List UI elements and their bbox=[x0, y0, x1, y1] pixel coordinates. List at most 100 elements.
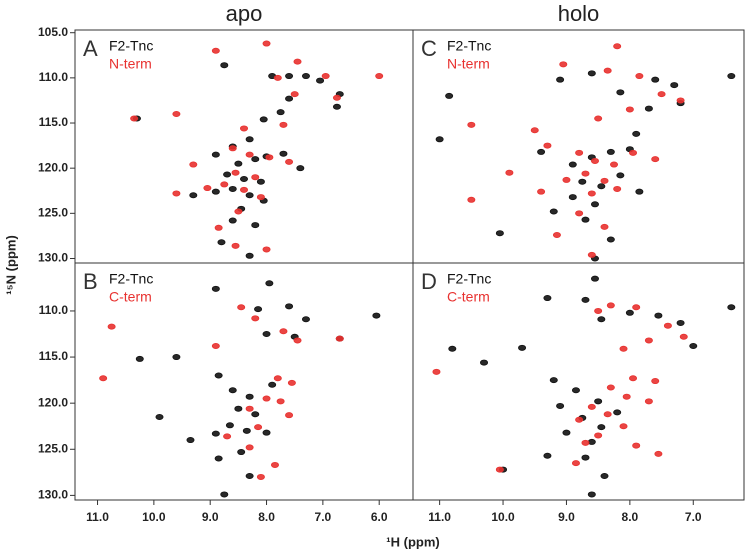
y-axis-label: ¹⁵N (ppm) bbox=[3, 235, 18, 295]
peak bbox=[670, 82, 679, 89]
peak bbox=[543, 295, 552, 302]
peak bbox=[495, 230, 504, 237]
peak bbox=[571, 387, 580, 394]
peak bbox=[211, 188, 220, 195]
peak bbox=[581, 439, 590, 446]
peak bbox=[622, 393, 631, 400]
peak bbox=[251, 222, 260, 229]
legend-entry: N-term bbox=[447, 56, 490, 72]
peak bbox=[578, 178, 587, 185]
peak bbox=[590, 275, 599, 282]
peak bbox=[237, 304, 246, 311]
x-axis-label: ¹H (ppm) bbox=[386, 534, 439, 549]
peak bbox=[279, 150, 288, 157]
legend-entry: F2-Tnc bbox=[447, 271, 491, 287]
peak bbox=[597, 183, 606, 190]
peak bbox=[543, 142, 552, 149]
peak bbox=[107, 323, 116, 330]
peak bbox=[530, 127, 539, 134]
panel-label: A bbox=[83, 36, 98, 61]
peak bbox=[172, 354, 181, 361]
peak bbox=[256, 194, 265, 201]
peak bbox=[225, 422, 234, 429]
peak bbox=[186, 437, 195, 444]
legend-entry: F2-Tnc bbox=[109, 271, 153, 287]
peak bbox=[211, 151, 220, 158]
peak bbox=[285, 412, 294, 419]
x-tick-label: 7.0 bbox=[685, 510, 702, 524]
peak bbox=[552, 232, 561, 239]
peak bbox=[590, 157, 599, 164]
peak bbox=[301, 73, 310, 80]
peak bbox=[727, 73, 736, 80]
y-tick-label: 125.0 bbox=[38, 206, 68, 220]
peak bbox=[603, 411, 612, 418]
peak bbox=[562, 429, 571, 436]
peak bbox=[467, 196, 476, 203]
peak bbox=[559, 61, 568, 68]
peak bbox=[251, 156, 260, 163]
peak bbox=[211, 47, 220, 54]
peak bbox=[262, 246, 271, 253]
peak bbox=[256, 473, 265, 480]
x-tick-label: 10.0 bbox=[142, 510, 166, 524]
peak bbox=[256, 178, 265, 185]
panel-label: C bbox=[421, 36, 437, 61]
x-tick-label: 7.0 bbox=[315, 510, 332, 524]
peak bbox=[251, 411, 260, 418]
peak bbox=[600, 177, 609, 184]
y-tick-label: 130.0 bbox=[38, 488, 68, 502]
peak bbox=[301, 316, 310, 323]
peak bbox=[203, 185, 212, 192]
peak bbox=[432, 368, 441, 375]
peak bbox=[268, 381, 277, 388]
peak bbox=[676, 97, 685, 104]
peak bbox=[265, 154, 274, 161]
peak bbox=[189, 192, 198, 199]
peak bbox=[245, 393, 254, 400]
peak bbox=[245, 252, 254, 259]
peak bbox=[245, 444, 254, 451]
peak bbox=[518, 344, 527, 351]
peak bbox=[172, 110, 181, 117]
peak bbox=[285, 303, 294, 310]
legend-entry: N-term bbox=[109, 56, 152, 72]
peak bbox=[335, 335, 344, 342]
peak bbox=[587, 403, 596, 410]
peak bbox=[270, 461, 279, 468]
peak bbox=[435, 136, 444, 143]
column-title: apo bbox=[226, 1, 263, 26]
peak bbox=[505, 169, 514, 176]
x-tick-label: 9.0 bbox=[202, 510, 219, 524]
peak bbox=[445, 92, 454, 99]
peak bbox=[581, 454, 590, 461]
peak bbox=[245, 473, 254, 480]
peak bbox=[189, 161, 198, 168]
peak bbox=[262, 331, 271, 338]
peak bbox=[613, 43, 622, 50]
peak bbox=[99, 375, 108, 382]
peak bbox=[276, 109, 285, 116]
peak bbox=[211, 342, 220, 349]
peak bbox=[603, 67, 612, 74]
peak bbox=[537, 148, 546, 155]
peak bbox=[587, 70, 596, 77]
peak bbox=[587, 251, 596, 258]
peak bbox=[616, 89, 625, 96]
x-tick-label: 11.0 bbox=[428, 510, 451, 524]
peak bbox=[332, 103, 341, 110]
peak bbox=[130, 115, 139, 122]
peak bbox=[285, 95, 294, 102]
peak bbox=[293, 58, 302, 65]
peak bbox=[293, 337, 302, 344]
peak bbox=[239, 186, 248, 193]
x-tick-label: 11.0 bbox=[86, 510, 109, 524]
peak bbox=[231, 169, 240, 176]
peak bbox=[296, 165, 305, 172]
peak bbox=[234, 208, 243, 215]
peak bbox=[651, 156, 660, 163]
x-tick-label: 8.0 bbox=[258, 510, 275, 524]
peak bbox=[228, 217, 237, 224]
peak bbox=[220, 62, 229, 69]
peak bbox=[372, 312, 381, 319]
